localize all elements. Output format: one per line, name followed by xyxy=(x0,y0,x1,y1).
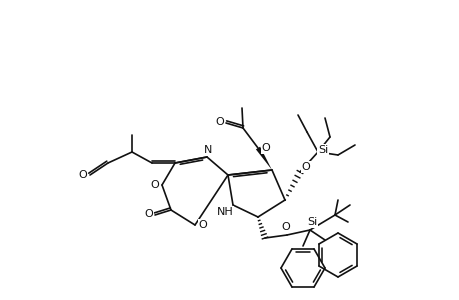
Text: Si: Si xyxy=(317,145,327,155)
Text: NH: NH xyxy=(216,207,233,217)
Text: O: O xyxy=(144,209,153,219)
Text: O: O xyxy=(301,162,310,172)
Text: Si: Si xyxy=(306,217,316,227)
Text: O: O xyxy=(261,143,270,153)
Text: O: O xyxy=(150,180,159,190)
Polygon shape xyxy=(255,147,271,170)
Text: O: O xyxy=(78,170,87,180)
Text: O: O xyxy=(281,222,290,232)
Text: O: O xyxy=(198,220,207,230)
Text: O: O xyxy=(215,117,224,127)
Text: N: N xyxy=(203,145,212,155)
